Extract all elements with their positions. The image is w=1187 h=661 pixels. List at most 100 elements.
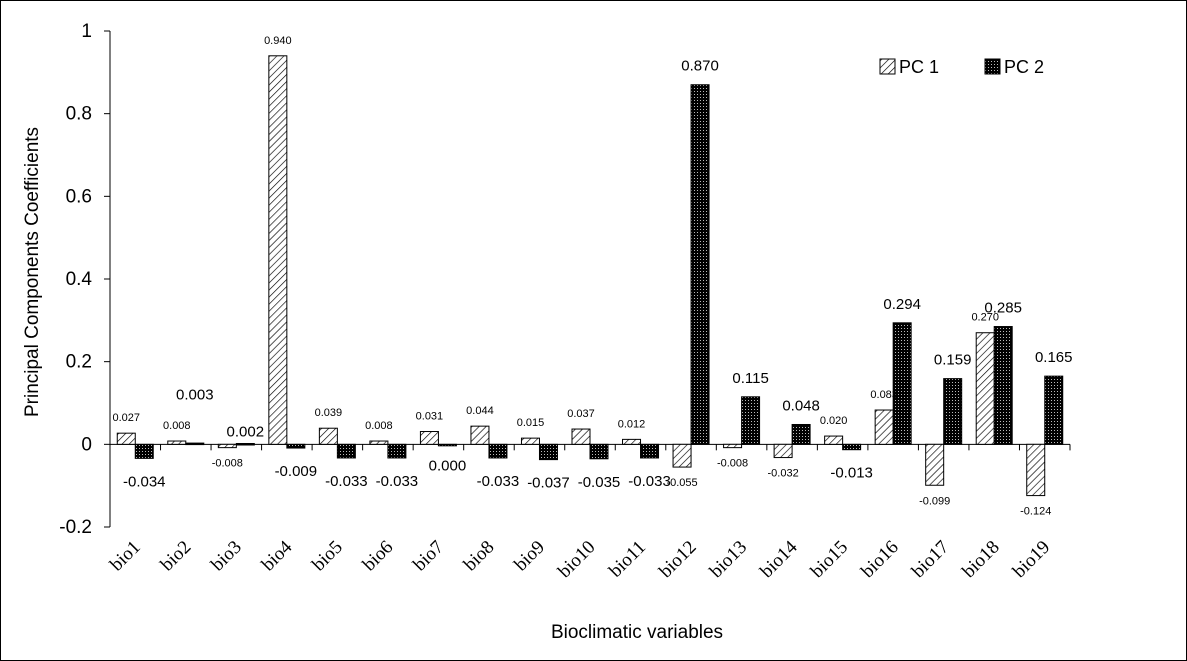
x-tick-label: bio17 [908, 537, 953, 582]
x-tick-label: bio3 [207, 537, 246, 576]
data-label: 0.044 [466, 405, 494, 417]
data-label: -0.033 [477, 473, 520, 490]
x-tick-label: bio2 [157, 537, 196, 576]
data-labels: 0.027 0.008 -0.008 0.940 0.039 0.008 0.031 0.04… [112, 35, 1072, 518]
x-tick-label: bio15 [807, 537, 852, 582]
bar-pc1-bio19 [1026, 443, 1046, 497]
bar-pc2-bio3 [235, 443, 255, 446]
data-label: -0.124 [1020, 506, 1051, 518]
bar-pc1-bio3 [217, 443, 237, 449]
data-label: 0.294 [883, 296, 921, 313]
y-tick-label: 0.4 [66, 269, 93, 290]
bar-pc2-bio15 [842, 443, 862, 451]
bar-pc2-bio13 [741, 396, 761, 445]
x-tick-label: bio5 [308, 537, 347, 576]
x-tick-label: bio14 [756, 536, 802, 582]
bar-pc2-bio11 [640, 443, 660, 459]
bar-pc2-bio5 [336, 443, 356, 459]
data-label: 0.115 [732, 370, 768, 387]
bar-pc2-bio10 [589, 443, 609, 460]
data-label: 0.285 [984, 300, 1022, 317]
bar-pc2-bio14 [791, 423, 811, 445]
x-tick-label: bio16 [857, 537, 902, 582]
data-label: -0.009 [275, 463, 318, 480]
legend: PC 1 PC 2 [879, 57, 1044, 77]
data-label: 0.027 [112, 412, 140, 424]
x-tick-label: bio19 [1009, 537, 1054, 582]
bar-pc2-bio19 [1044, 375, 1064, 445]
data-label: 0.008 [163, 420, 191, 432]
bar-pc2-bio12 [690, 84, 710, 445]
data-label: 0.039 [315, 407, 343, 419]
x-tick-label: bio6 [359, 537, 398, 576]
data-label: 0.015 [517, 417, 545, 429]
bar-pc2-bio8 [488, 443, 508, 459]
bar-pc2-bio18 [993, 326, 1013, 445]
y-tick-label: -0.2 [59, 517, 92, 538]
data-label: -0.099 [919, 495, 950, 507]
bar-pc1-bio4 [268, 55, 288, 445]
data-label: 0.083 [870, 389, 898, 401]
data-label: 0.159 [934, 352, 972, 369]
bars [116, 55, 1064, 497]
legend-label-pc2: PC 2 [1004, 57, 1044, 77]
data-label: -0.033 [628, 473, 671, 490]
data-label: 0.037 [567, 408, 595, 420]
bar-pc1-bio8 [470, 425, 490, 445]
y-tick-label: 0 [81, 434, 92, 455]
x-tick-label: bio9 [510, 537, 549, 576]
y-axis-title: Principal Components Coefficients [22, 127, 43, 417]
data-label: 0.012 [618, 418, 646, 430]
data-label: -0.033 [376, 473, 419, 490]
y-tick-label: 1 [81, 21, 92, 42]
bar-pc2-bio7 [437, 443, 457, 447]
x-tick-label: bio4 [258, 536, 297, 575]
bar-pc1-bio10 [571, 428, 591, 445]
data-label: -0.032 [768, 468, 799, 480]
data-label: -0.037 [527, 475, 570, 492]
bar-pc1-bio15 [824, 435, 844, 445]
data-label: -0.033 [325, 473, 368, 490]
data-label: 0.048 [782, 397, 820, 414]
x-tick-label: bio12 [655, 537, 700, 582]
y-tick-label: 0.2 [66, 352, 92, 373]
bar-pc1-bio1 [116, 432, 136, 445]
data-label: -0.055 [666, 477, 697, 489]
bar-pc2-bio1 [134, 443, 154, 459]
bar-pc2-bio4 [286, 443, 306, 449]
data-label: -0.013 [830, 465, 873, 482]
y-tick-label: 0.8 [66, 104, 92, 125]
y-tick-label: 0.6 [66, 186, 92, 207]
bar-pc1-bio13 [723, 443, 743, 449]
bar-pc2-bio6 [387, 443, 407, 459]
bar-pc1-bio16 [874, 409, 894, 445]
legend-label-pc1: PC 1 [899, 57, 939, 77]
x-tick-label: bio11 [605, 537, 650, 582]
bar-pc1-bio9 [520, 437, 540, 445]
bar-pc2-bio17 [943, 378, 963, 445]
x-tick-label: bio10 [554, 537, 599, 582]
bar-pc1-bio11 [622, 438, 642, 445]
x-tick-label: bio7 [409, 537, 448, 576]
bar-pc1-bio12 [672, 443, 692, 468]
x-tick-label: bio8 [460, 537, 499, 576]
y-axis: -0.2 0 0.2 0.4 0.6 0.8 1 [59, 21, 111, 538]
bar-pc1-bio5 [318, 427, 338, 445]
data-label: 0.002 [227, 423, 265, 440]
data-label: 0.165 [1035, 349, 1073, 366]
data-label: 0.000 [429, 457, 467, 474]
legend-swatch-pc2 [984, 58, 1001, 75]
bar-pc1-bio6 [369, 440, 389, 445]
data-label: 0.270 [971, 312, 999, 324]
bar-pc1-bio2 [167, 440, 187, 445]
data-label: -0.034 [123, 473, 166, 490]
legend-swatch-pc1 [879, 58, 896, 75]
data-label: 0.870 [681, 58, 719, 75]
data-label: -0.008 [212, 458, 243, 470]
x-axis-title: Bioclimatic variables [551, 622, 723, 643]
x-tick-label: bio13 [706, 537, 751, 582]
x-tick-label: bio18 [958, 537, 1003, 582]
bar-pc2-bio9 [538, 443, 558, 461]
